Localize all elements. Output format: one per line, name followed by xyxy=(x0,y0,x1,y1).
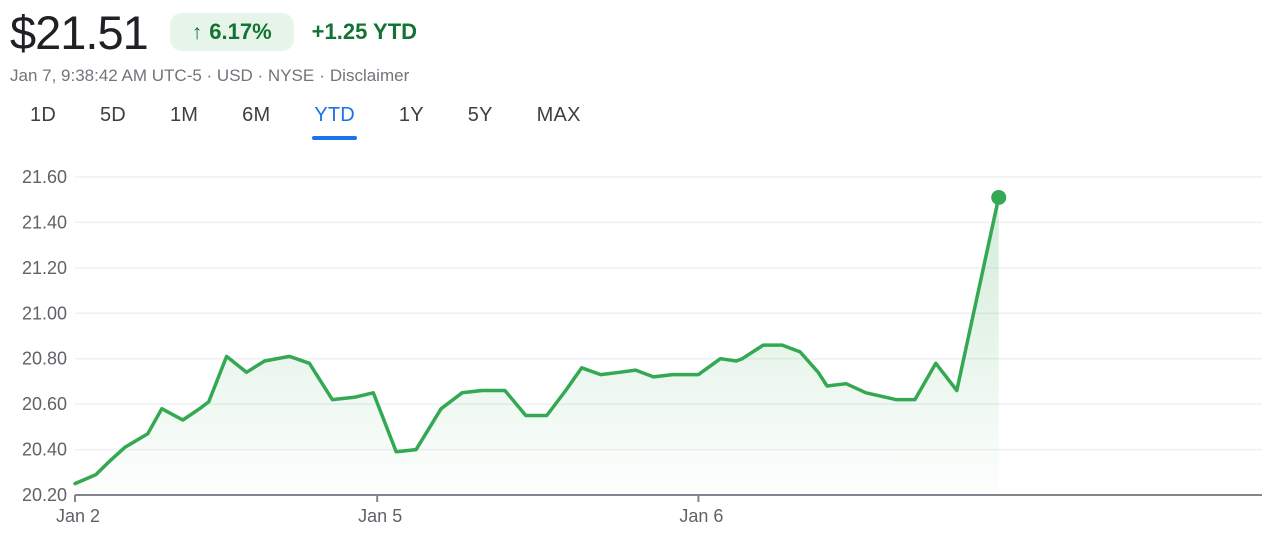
price-chart[interactable]: 21.60 21.40 21.20 21.00 20.80 20.60 20.40 20.20… xyxy=(0,145,1280,549)
y-axis-label: 21.00 xyxy=(22,303,67,323)
meta-separator: · xyxy=(319,66,325,85)
tab-5d[interactable]: 5D xyxy=(100,104,126,140)
tab-6m[interactable]: 6M xyxy=(242,104,270,140)
y-axis-label: 21.40 xyxy=(22,212,67,232)
y-axis-label: 21.60 xyxy=(22,167,67,187)
y-axis-label: 20.60 xyxy=(22,394,67,414)
axes: 21.60 21.40 21.20 21.00 20.80 20.60 20.40 20.20… xyxy=(22,167,1262,526)
up-arrow-icon: ↑ xyxy=(191,20,203,44)
ytd-change: +1.25 YTD xyxy=(311,19,418,44)
change-percent-badge: ↑ 6.17% xyxy=(169,13,294,51)
current-price: $21.51 xyxy=(10,5,149,59)
tab-1y[interactable]: 1Y xyxy=(399,104,424,140)
price-header: $21.51 ↑ 6.17% +1.25 YTD xyxy=(10,5,418,59)
y-axis-label: 20.40 xyxy=(22,440,67,460)
y-axis-label: 20.20 xyxy=(22,485,67,505)
x-axis-label: Jan 6 xyxy=(679,506,723,526)
last-point-dot xyxy=(991,189,1007,205)
price-series xyxy=(73,189,1007,495)
tab-5y[interactable]: 5Y xyxy=(468,104,493,140)
quote-timestamp: Jan 7, 9:38:42 AM UTC-5 · USD · NYSE xyxy=(10,66,315,85)
x-axis-label: Jan 2 xyxy=(56,506,100,526)
tab-max[interactable]: MAX xyxy=(537,104,581,140)
y-axis-label: 21.20 xyxy=(22,258,67,278)
timeframe-tabs: 1D 5D 1M 6M YTD 1Y 5Y MAX xyxy=(30,104,581,140)
tab-ytd[interactable]: YTD xyxy=(312,104,357,140)
area-fill xyxy=(75,197,999,495)
disclaimer-link[interactable]: Disclaimer xyxy=(329,66,410,85)
tab-1d[interactable]: 1D xyxy=(30,104,56,140)
y-axis-label: 20.80 xyxy=(22,349,67,369)
change-percent-value: 6.17% xyxy=(209,19,272,44)
price-line xyxy=(73,195,1001,486)
x-axis-label: Jan 5 xyxy=(358,506,402,526)
tab-1m[interactable]: 1M xyxy=(170,104,198,140)
quote-meta: Jan 7, 9:38:42 AM UTC-5 · USD · NYSE · Dis… xyxy=(10,66,409,86)
